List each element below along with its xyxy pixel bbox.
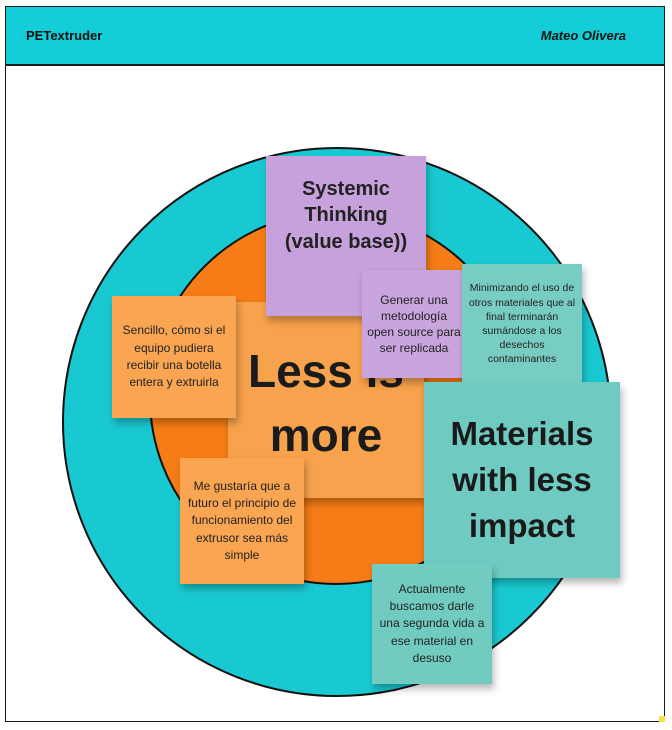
sticky-note-materials[interactable]: Materials with less impact: [424, 382, 620, 578]
author-name: Mateo Olivera: [540, 28, 626, 43]
resize-handle[interactable]: [659, 716, 665, 722]
header-bar: PETextruder Mateo Olivera: [5, 6, 665, 66]
sticky-note-text: Systemic Thinking (value base)): [284, 178, 408, 253]
sticky-note-me-gustaria[interactable]: Me gustaría que a futuro el principio de…: [180, 458, 304, 584]
sticky-note-minimizando[interactable]: Minimizando el uso de otros materiales q…: [462, 264, 582, 384]
sticky-note-sencillo[interactable]: Sencillo, cómo si el equipo pudiera reci…: [112, 296, 236, 418]
sticky-note-actualmente[interactable]: Actualmente buscamos darle una segunda v…: [372, 564, 492, 684]
sticky-note-text: Minimizando el uso de otros materiales q…: [468, 282, 576, 366]
sticky-note-text: Actualmente buscamos darle una segunda v…: [379, 581, 485, 666]
sticky-note-text: Me gustaría que a futuro el principio de…: [187, 478, 297, 563]
sticky-note-text: Sencillo, cómo si el equipo pudiera reci…: [122, 323, 226, 390]
sticky-note-text: Materials with less impact: [450, 414, 594, 545]
project-title: PETextruder: [26, 28, 103, 43]
sticky-note-generar[interactable]: Generar una metodología open source para…: [362, 270, 466, 378]
sticky-note-text: Generar una metodología open source para…: [367, 292, 461, 356]
